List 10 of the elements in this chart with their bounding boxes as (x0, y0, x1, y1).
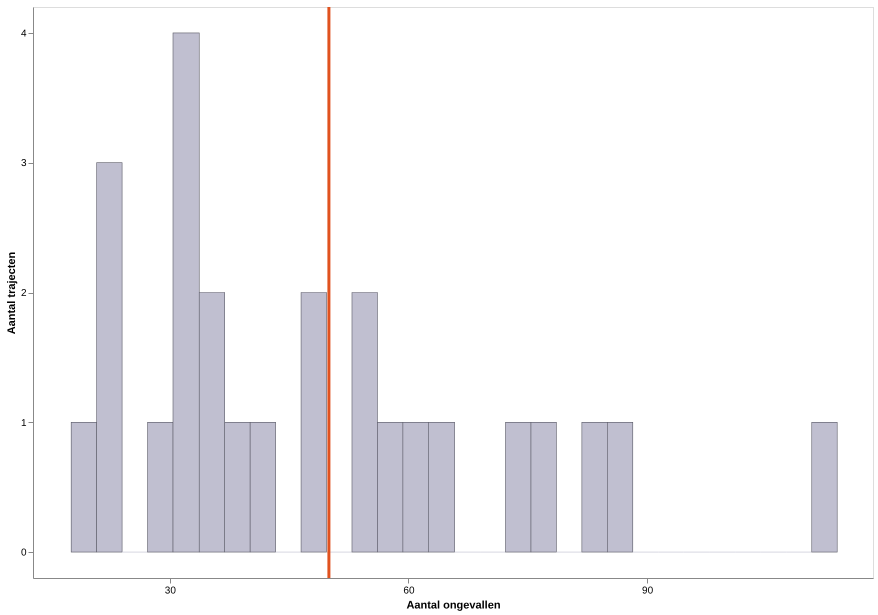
x-axis-title: Aantal ongevallen (406, 600, 501, 612)
y-tick-label: 4 (20, 28, 27, 40)
y-tick-label: 2 (20, 288, 27, 299)
y-tick-label: 3 (20, 158, 27, 170)
y-axis-title: Aantal trajecten (6, 251, 18, 334)
y-tick-label: 1 (20, 418, 27, 429)
x-tick-label: 60 (403, 586, 415, 596)
x-tick-label: 30 (164, 586, 176, 596)
x-tick-label: 90 (642, 586, 654, 596)
y-tick-label: 0 (20, 548, 27, 559)
